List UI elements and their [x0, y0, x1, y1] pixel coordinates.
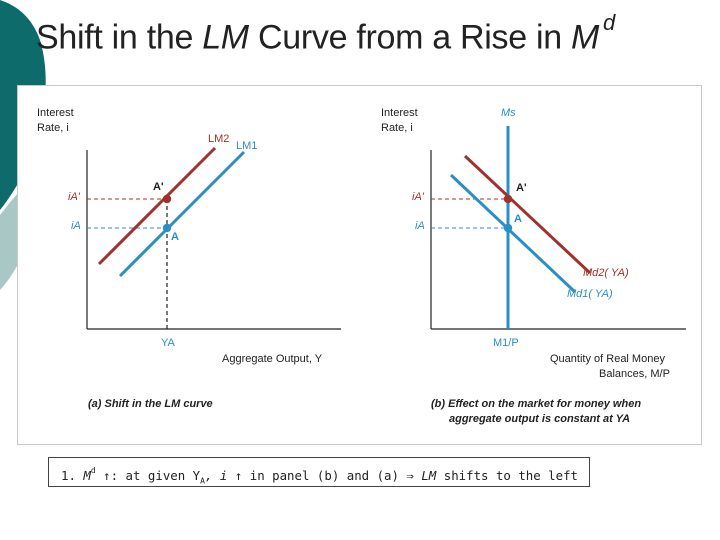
- point-a: [162, 223, 172, 233]
- md1-curve: [449, 173, 577, 294]
- ms-label: Ms: [501, 107, 516, 119]
- panel-a-y-axis-label-line2: Rate, i: [37, 122, 69, 134]
- panel-b-caption-line2: aggregate output is constant at YA: [449, 413, 630, 425]
- panel-b-y-axis-label-line2: Rate, i: [381, 122, 413, 134]
- panel-a-x-axis-label: Aggregate Output, Y: [222, 353, 323, 365]
- note-arrow-up-icon: ↑: [103, 468, 111, 484]
- panel-b-x-axis-label-line2: Balances, M/P: [599, 368, 670, 380]
- panel-b-x-axis-label-line1: Quantity of Real Money: [550, 353, 665, 365]
- panel-b-y-axis-label-line1: Interest: [381, 107, 418, 119]
- note-m-sup: d: [90, 466, 96, 475]
- md2-label: Md2( YA): [583, 267, 629, 279]
- point-b-a-label: A: [514, 213, 522, 225]
- point-a-prime: [162, 194, 172, 204]
- lm1-curve: [118, 150, 246, 278]
- panel-a-y-axis-label-line1: Interest: [37, 107, 74, 119]
- panel-b: Interest Rate, i Ms A' A iA' iA Md2( YA)…: [381, 107, 686, 425]
- tick-ia-prime: iA': [68, 191, 81, 203]
- lm2-label: LM2: [208, 133, 229, 145]
- tick-ia: iA: [71, 220, 81, 232]
- panel-a: Interest Rate, i LM2 LM1 A' A iA' iA YA …: [37, 107, 341, 410]
- point-b-a: [503, 223, 513, 233]
- implies-icon: ⇒: [406, 468, 414, 484]
- tick-m1p: M1/P: [493, 337, 519, 349]
- note-m: M: [83, 468, 91, 484]
- md2-curve: [463, 154, 592, 275]
- point-a-prime-label: A': [153, 181, 164, 193]
- panel-b-caption-line1: (b) Effect on the market for money when: [431, 398, 641, 410]
- note-arrow-up-icon-2: ↑: [234, 468, 243, 484]
- note-box: 1. Md ↑: at given YA, i ↑ in panel (b) a…: [48, 457, 590, 487]
- note-lm: LM: [413, 468, 437, 484]
- note-text2: , i: [204, 468, 235, 484]
- tick-ya: YA: [161, 337, 176, 349]
- note-sub: A: [200, 476, 205, 486]
- lm2-curve: [97, 146, 217, 266]
- panel-b-tick-ia-prime: iA': [412, 191, 425, 203]
- lm-shift-figure: Interest Rate, i LM2 LM1 A' A iA' iA YA …: [17, 85, 702, 445]
- panel-b-tick-ia: iA: [415, 220, 425, 232]
- note-text1: : at given Y: [110, 468, 201, 484]
- note-number: 1.: [61, 468, 76, 484]
- md1-label: Md1( YA): [567, 288, 613, 300]
- note-text4: shifts to the left: [436, 468, 579, 484]
- point-b-a-prime-label: A': [516, 182, 527, 194]
- point-a-label: A: [171, 231, 179, 243]
- panel-a-caption: (a) Shift in the LM curve: [88, 398, 213, 410]
- note-text3: in panel (b) and (a): [242, 468, 407, 484]
- point-b-a-prime: [503, 194, 513, 204]
- lm1-label: LM1: [236, 140, 257, 152]
